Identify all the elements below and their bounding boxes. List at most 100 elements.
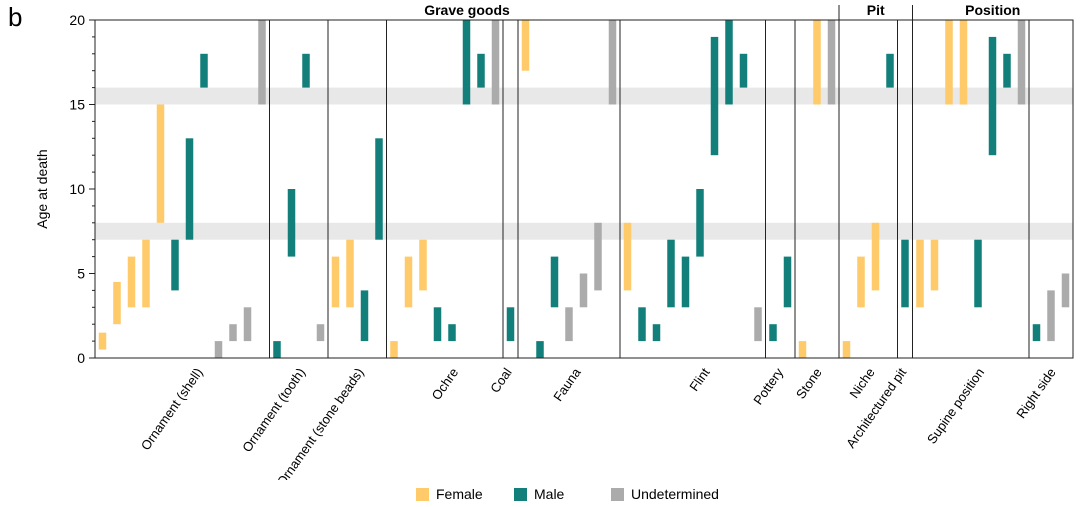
y-tick-label-10: 10 xyxy=(69,181,85,197)
bar-right-side-2 xyxy=(1061,273,1070,308)
category-label-ochre: Ochre xyxy=(429,365,462,403)
bar-ornament-tooth-3 xyxy=(316,324,325,342)
bar-flint-8 xyxy=(739,53,748,88)
bar-ornament-shell-1 xyxy=(113,281,121,325)
bar-niche-2 xyxy=(871,222,880,291)
bar-flint-6 xyxy=(710,36,719,156)
bar-supine-position-1 xyxy=(930,239,939,291)
bar-ornament-tooth-0 xyxy=(273,341,281,358)
legend-swatch-male xyxy=(514,487,527,501)
bar-supine-position-0 xyxy=(916,239,924,308)
bar-ornament-shell-4 xyxy=(156,104,165,223)
y-tick-label-15: 15 xyxy=(69,97,85,113)
y-axis-label: Age at death xyxy=(34,149,50,228)
bar-architectured-pit-0 xyxy=(901,239,909,308)
bar-ornament-shell-2 xyxy=(127,256,136,308)
legend-swatch-female xyxy=(416,487,429,501)
bar-ornament-stone-beads-0 xyxy=(331,256,340,308)
category-label-right-side: Right side xyxy=(1013,365,1058,421)
group-header-pit: Pit xyxy=(867,2,885,18)
panel-label: b xyxy=(8,2,23,32)
chart-area: Ornament (shell) Ornament (tooth) Ornament… xyxy=(34,2,1074,489)
bar-ochre-7 xyxy=(491,20,500,105)
bar-ornament-tooth-2 xyxy=(302,53,310,88)
range-bar-chart: Ornament (shell) Ornament (tooth)Ornament… xyxy=(34,2,1074,489)
bar-niche-3 xyxy=(886,53,894,88)
category-label-flint: Flint xyxy=(686,365,713,394)
bar-flint-3 xyxy=(667,239,675,308)
bar-flint-5 xyxy=(696,189,704,257)
y-tick-label-20: 20 xyxy=(69,12,85,28)
bar-ornament-shell-9 xyxy=(229,324,237,342)
bar-right-side-0 xyxy=(1032,324,1041,342)
bar-ochre-4 xyxy=(448,324,456,342)
bar-ochre-3 xyxy=(433,307,442,342)
bar-flint-2 xyxy=(652,324,661,342)
bar-ornament-shell-5 xyxy=(171,239,179,291)
bar-right-side-1 xyxy=(1047,290,1055,342)
bar-fauna-1 xyxy=(536,341,544,358)
bar-ornament-shell-3 xyxy=(142,239,150,308)
category-label-architectured-pit: Architectured pit xyxy=(843,365,909,451)
shaded-band-0 xyxy=(95,222,1073,240)
bar-ochre-5 xyxy=(462,20,471,105)
bar-ochre-2 xyxy=(419,239,427,291)
category-label-stone: Stone xyxy=(793,365,825,401)
legend-item-male: Male xyxy=(514,486,564,502)
bar-fauna-3 xyxy=(565,307,573,342)
bar-supine-position-6 xyxy=(1003,53,1011,88)
y-tick-label-5: 5 xyxy=(77,266,85,282)
group-header-grave-goods: Grave goods xyxy=(424,2,510,18)
bar-ornament-stone-beads-3 xyxy=(375,138,383,240)
bar-coal-0 xyxy=(506,307,515,342)
bar-flint-1 xyxy=(638,307,646,342)
legend-swatch-undetermined xyxy=(611,487,624,501)
bar-ornament-stone-beads-1 xyxy=(346,239,354,308)
legend-item-female: Female xyxy=(416,486,483,502)
legend-label-female: Female xyxy=(436,486,483,502)
bar-supine-position-2 xyxy=(945,20,953,105)
category-label-coal: Coal xyxy=(487,365,515,396)
bar-ornament-tooth-1 xyxy=(287,189,296,257)
bar-ornament-shell-0 xyxy=(98,332,107,350)
y-tick-label-0: 0 xyxy=(77,350,85,366)
legend-label-male: Male xyxy=(534,486,565,502)
category-label-pottery: Pottery xyxy=(750,365,786,408)
bar-flint-7 xyxy=(725,20,733,105)
shaded-band-1 xyxy=(95,87,1073,105)
category-label-fauna: Fauna xyxy=(550,364,584,403)
category-label-ornament-tooth: Ornament (tooth) xyxy=(239,365,308,455)
bar-niche-1 xyxy=(857,256,865,308)
bar-supine-position-4 xyxy=(974,239,982,308)
bar-flint-4 xyxy=(681,256,690,308)
bar-stone-2 xyxy=(827,20,836,105)
bar-fauna-4 xyxy=(579,273,588,308)
category-label-supine-position: Supine position xyxy=(924,365,987,446)
bar-fauna-0 xyxy=(521,20,530,71)
bar-supine-position-5 xyxy=(988,36,997,156)
bar-ornament-shell-11 xyxy=(258,20,266,105)
group-header-position: Position xyxy=(965,2,1020,18)
bar-flint-9 xyxy=(754,307,762,342)
category-label-ornament-shell: Ornament (shell) xyxy=(138,365,206,453)
bar-pottery-1 xyxy=(783,256,792,308)
bar-ochre-6 xyxy=(477,53,485,88)
bar-ornament-shell-8 xyxy=(214,341,223,358)
bar-ornament-shell-7 xyxy=(200,53,208,88)
legend-item-undetermined: Undetermined xyxy=(611,486,719,502)
category-label-niche: Niche xyxy=(846,365,877,401)
bar-supine-position-3 xyxy=(959,20,968,105)
bar-ornament-stone-beads-2 xyxy=(360,290,369,342)
bar-fauna-5 xyxy=(594,222,602,291)
bar-supine-position-7 xyxy=(1017,20,1026,105)
bar-fauna-2 xyxy=(550,256,559,308)
bar-ornament-shell-10 xyxy=(243,307,252,342)
bar-ornament-shell-6 xyxy=(185,138,194,240)
bar-ochre-0 xyxy=(390,341,398,358)
bar-flint-0 xyxy=(623,222,632,291)
bar-ochre-1 xyxy=(404,256,413,308)
bar-pottery-0 xyxy=(769,324,777,342)
bar-fauna-6 xyxy=(608,20,617,105)
legend-label-undetermined: Undetermined xyxy=(631,486,719,502)
bar-stone-0 xyxy=(798,341,807,358)
